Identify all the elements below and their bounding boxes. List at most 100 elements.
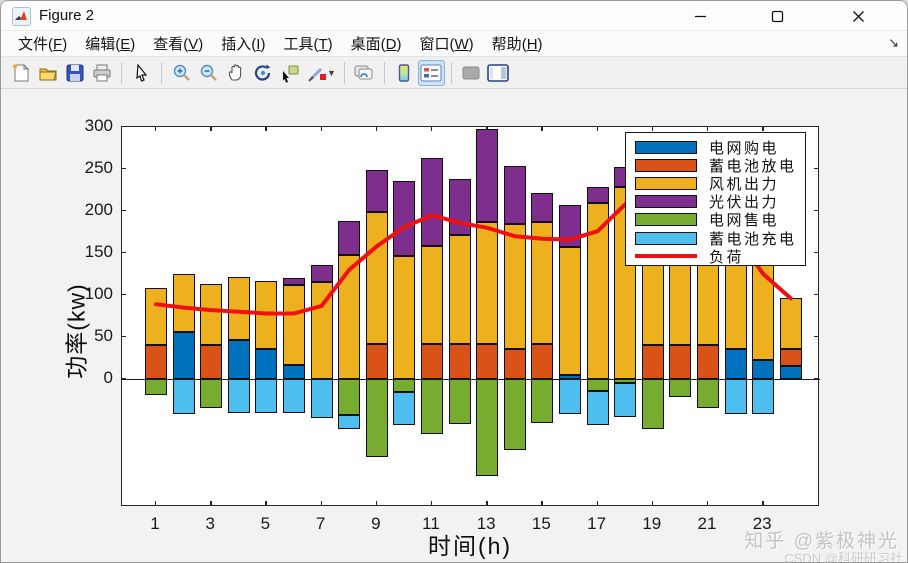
watermark-zhihu: 知乎 @紫极神光 (744, 531, 899, 552)
dock-figure-icon[interactable]: ↘ (888, 35, 899, 50)
y-tick-mark (814, 252, 819, 254)
x-tick-mark (541, 501, 543, 506)
legend-label: 光伏出力 (709, 194, 780, 212)
bar-segment (476, 221, 499, 344)
legend-item: 蓄电池充电 (635, 229, 805, 248)
menu-window[interactable]: 窗口(W) (419, 36, 474, 53)
new-document-icon (12, 63, 29, 81)
x-tick-label: 15 (531, 514, 551, 533)
x-tick-label: 19 (642, 514, 662, 533)
x-tick-mark (320, 126, 322, 131)
data-cursor-button[interactable] (276, 60, 303, 86)
menu-view[interactable]: 查看(V) (153, 36, 204, 53)
legend-line-swatch (635, 254, 697, 258)
bar-segment (338, 415, 361, 430)
hide-plot-tools-icon (462, 66, 480, 79)
bar-segment (779, 348, 802, 366)
x-tick-label: 11 (422, 514, 440, 533)
bar-segment (476, 128, 499, 222)
menu-desktop[interactable]: 桌面(D) (350, 36, 402, 53)
save-figure-button[interactable] (61, 60, 88, 86)
y-tick-label: 0 (103, 368, 113, 387)
rotate-3d-button[interactable] (249, 60, 276, 86)
bar-segment (586, 390, 609, 426)
menu-help[interactable]: 帮助(H) (491, 36, 543, 53)
minimize-button[interactable] (677, 1, 723, 31)
maximize-button[interactable] (754, 1, 800, 31)
bar-segment (172, 331, 195, 379)
y-tick-mark (121, 294, 126, 296)
insert-colorbar-button[interactable] (391, 60, 418, 86)
y-tick-mark (814, 378, 819, 380)
menu-insert[interactable]: 插入(I) (221, 36, 266, 53)
zoom-in-button[interactable] (168, 60, 195, 86)
legend-label: 蓄电池放电 (709, 157, 797, 175)
y-tick-mark (121, 126, 126, 128)
new-figure-button[interactable] (7, 60, 34, 86)
insert-legend-button[interactable] (417, 59, 445, 86)
brush-dropdown-caret[interactable]: ▼ (327, 67, 336, 78)
x-tick-mark (707, 126, 709, 131)
menu-tools[interactable]: 工具(T) (283, 36, 333, 53)
bar-segment (365, 343, 388, 379)
bar-segment (310, 264, 333, 282)
legend-item: 负荷 (635, 247, 805, 266)
y-tick-mark (121, 336, 126, 338)
window-title: Figure 2 (39, 7, 95, 24)
legend-color-swatch (635, 140, 697, 154)
menu-edit[interactable]: 编辑(E) (85, 36, 136, 53)
x-tick-mark (486, 126, 488, 131)
legend-item: 电网售电 (635, 211, 805, 229)
bar-segment (338, 221, 361, 255)
edit-cursor-button[interactable] (128, 60, 155, 86)
bar-segment (255, 348, 278, 379)
bar-segment (338, 254, 361, 379)
bar-segment (586, 202, 609, 379)
bar-segment (503, 348, 526, 379)
bar-segment (200, 284, 223, 346)
x-tick-label: 9 (371, 514, 381, 533)
show-plot-tools-button[interactable] (485, 60, 512, 86)
x-tick-mark (707, 501, 709, 506)
hide-plot-tools-button[interactable] (458, 60, 485, 86)
save-floppy-icon (66, 64, 83, 81)
open-file-button[interactable] (34, 60, 61, 86)
y-tick-mark (121, 252, 126, 254)
close-button[interactable] (835, 1, 881, 31)
brush-data-button[interactable] (303, 60, 330, 86)
y-tick-label: 200 (84, 200, 113, 219)
title-bar[interactable]: Figure 2 (1, 1, 907, 31)
watermark-csdn: CSDN @科研研习社 (784, 551, 903, 563)
legend[interactable]: 电网购电 蓄电池放电 风机出力 光伏出力 电网售电 蓄电池充电 负荷 (625, 132, 806, 266)
toolbar-separator (450, 61, 452, 84)
zoom-out-button[interactable] (195, 60, 222, 86)
print-figure-button[interactable] (88, 60, 115, 86)
legend-item: 风机出力 (635, 174, 805, 193)
y-tick-mark (121, 210, 126, 212)
open-folder-icon (39, 68, 57, 80)
figure-toolbar: ▼ (1, 57, 907, 89)
menu-file[interactable]: 文件(F) (18, 36, 68, 53)
x-tick-mark (762, 501, 764, 506)
bar-segment (227, 276, 250, 341)
x-tick-label: 5 (260, 514, 271, 533)
bar-segment (531, 343, 554, 379)
link-plot-button[interactable] (351, 60, 378, 86)
bar-segment (503, 166, 526, 225)
bar-segment (503, 224, 526, 349)
y-tick-mark (814, 294, 819, 296)
x-tick-mark (596, 501, 598, 506)
show-plot-tools-icon (487, 63, 510, 82)
legend-label: 风机出力 (709, 175, 780, 193)
y-tick-mark (814, 210, 819, 212)
bar-segment (448, 235, 471, 344)
toolbar-separator (161, 61, 162, 84)
bar-segment (393, 392, 416, 426)
x-tick-mark (431, 501, 433, 506)
bar-segment (283, 364, 305, 379)
y-tick-mark (814, 336, 819, 338)
figure-canvas: 功率(kw) 时间(h) 电网购电 蓄电池放电 风机出力 光伏出力 电网售电 蓄电池充电负… (1, 89, 907, 563)
pan-button[interactable] (222, 60, 249, 86)
bar-segment (283, 284, 305, 365)
